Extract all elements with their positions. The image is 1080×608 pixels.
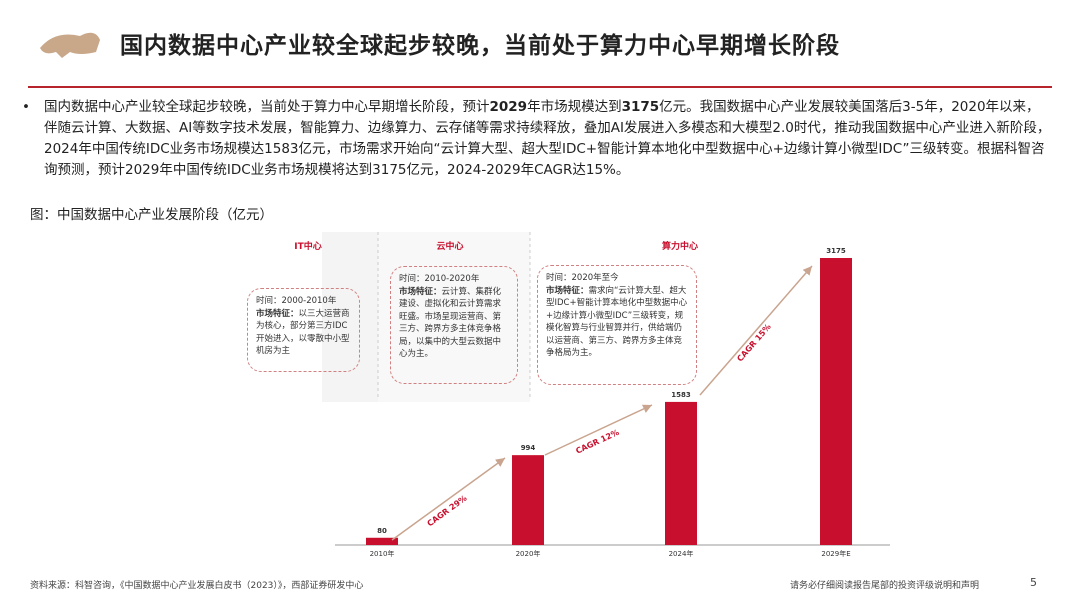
logo <box>40 32 100 58</box>
text-run: 国内数据中心产业较全球起步较晚，当前处于算力中心早期增长阶段，预计 <box>44 99 490 115</box>
cagr-label: CAGR 15% <box>735 322 772 363</box>
chart-title: 图：中国数据中心产业发展阶段（亿元） <box>30 207 273 223</box>
text-run: 2029 <box>489 99 528 115</box>
bar <box>820 258 852 545</box>
feature-text: 以三大运营商为核心，部分第三方IDC开始进入，以零散中小型机房为主 <box>256 308 350 357</box>
x-tick-label: 2029年E <box>821 549 850 558</box>
text-run: 3175 <box>621 99 660 115</box>
feature-text: 云计算、集群化建设、虚拟化和云计算需求旺盛。市场呈现运营商、第三方、跨界方多主体… <box>399 286 502 360</box>
phase-bg <box>322 232 378 402</box>
value-label: 80 <box>377 527 387 535</box>
phase-period: 时间：2020年至今 <box>546 273 619 283</box>
text-run: 亿元。我国数据中心产业发展较美国落后3-5年，2020年以来，伴随云计算、大数据… <box>44 99 1051 178</box>
value-label: 1583 <box>671 391 691 399</box>
bullet: • 国内数据中心产业较全球起步较晚，当前处于算力中心早期增长阶段，预计2029年市… <box>22 99 1051 178</box>
bar <box>665 401 697 545</box>
bar <box>512 455 544 545</box>
value-label: 3175 <box>826 247 846 255</box>
x-tick-label: 2024年 <box>669 549 694 558</box>
phase-box: 时间：2010-2020年 市场特征：云计算、集群化建设、虚拟化和云计算需求旺盛。… <box>390 266 518 384</box>
cagr-label: CAGR 12% <box>574 428 620 456</box>
source: 资料来源：科智咨询，《中国数据中心产业发展白皮书（2023）》，西部证券研发中心 <box>30 581 364 591</box>
cagr-arrow <box>544 404 653 456</box>
feature-label: 市场特征： <box>546 285 589 296</box>
feature-label: 市场特征： <box>256 308 299 319</box>
phase-feature: 市场特征：以三大运营商为核心，部分第三方IDC开始进入，以零散中小型机房为主 <box>256 308 351 358</box>
phase-period: 时间：2000-2010年 <box>256 296 337 306</box>
phase-name: 云中心 <box>436 242 464 252</box>
phase-feature: 市场特征：云计算、集群化建设、虚拟化和云计算需求旺盛。市场呈现运营商、第三方、跨… <box>399 286 509 361</box>
rule <box>28 86 1052 88</box>
phase-box: 时间：2000-2010年 市场特征：以三大运营商为核心，部分第三方IDC开始进入… <box>247 288 360 372</box>
phase-period: 时间：2010-2020年 <box>399 274 480 284</box>
text-run: 年市场规模达到 <box>527 99 622 115</box>
phase-feature: 市场特征：需求向“云计算大型、超大型IDC+智能计算本地化中型数据中心+边缘计算… <box>546 285 688 360</box>
page-number: 5 <box>1030 576 1037 589</box>
cagr-arrow <box>699 265 813 396</box>
bar <box>366 537 398 545</box>
x-tick-label: 2010年 <box>370 549 395 558</box>
x-tick-label: 2020年 <box>516 549 541 558</box>
title: 国内数据中心产业较全球起步较晚，当前处于算力中心早期增长阶段 <box>120 33 840 59</box>
feature-label: 市场特征： <box>399 286 442 297</box>
phase-name: 算力中心 <box>661 242 698 252</box>
disclaimer: 请务必仔细阅读报告尾部的投资评级说明和声明 <box>790 581 980 591</box>
feature-text: 需求向“云计算大型、超大型IDC+智能计算本地化中型数据中心+边缘计算小微型ID… <box>546 285 688 359</box>
value-label: 994 <box>521 444 536 452</box>
phase-name: IT中心 <box>294 242 322 252</box>
cagr-arrow <box>391 457 506 541</box>
phase-box: 时间：2020年至今 市场特征：需求向“云计算大型、超大型IDC+智能计算本地化中… <box>537 265 697 385</box>
